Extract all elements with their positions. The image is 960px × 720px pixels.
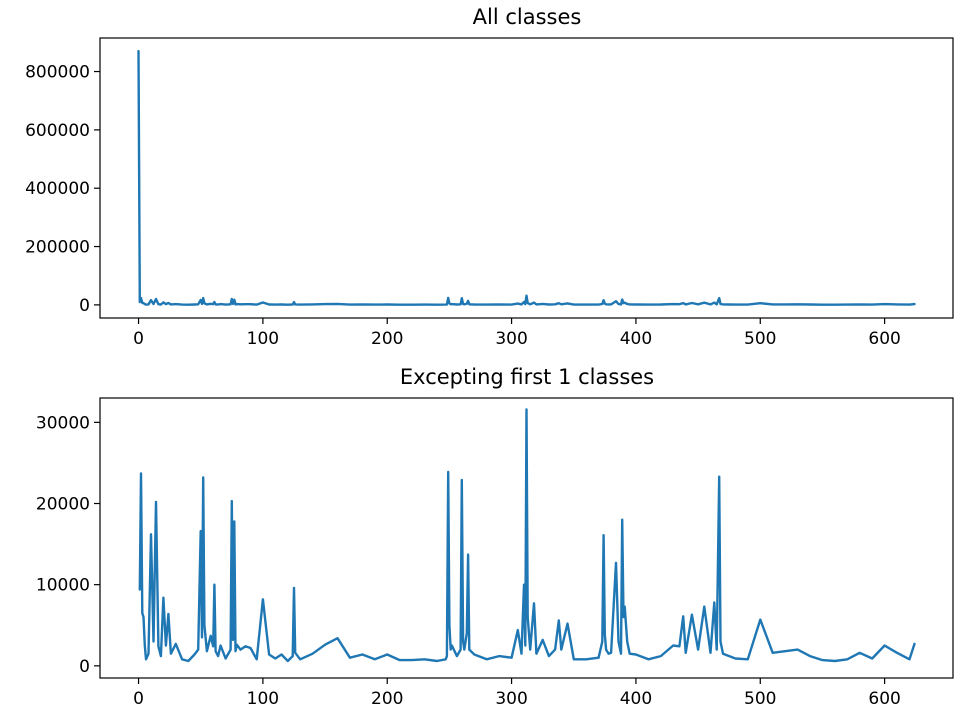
top-subplot: All classes 0 100 200 300 400 500 600 0 200000 40…: [25, 5, 954, 349]
bottom-x-tick-label: 300: [495, 689, 527, 709]
bottom-y-tick-label: 10000: [36, 576, 90, 596]
top-x-tick-label: 100: [247, 329, 279, 349]
bottom-x-tick-label: 500: [744, 689, 776, 709]
bottom-plot-frame: [99, 397, 954, 679]
top-x-tick-label: 600: [868, 329, 900, 349]
top-series-line: [137, 49, 916, 306]
top-y-tick-label: 200000: [25, 238, 90, 258]
top-x-tick-label: 300: [495, 329, 527, 349]
bottom-x-tick-label: 200: [371, 689, 403, 709]
bottom-series-line: [138, 408, 916, 663]
bottom-y-tick-label: 0: [79, 657, 90, 677]
bottom-y-tick-label: 30000: [36, 413, 90, 433]
top-x-tick-label: 0: [133, 329, 144, 349]
top-axis-ticks: 0 100 200 300 400 500 600 0 200000 400000 600000 80…: [25, 63, 901, 349]
top-x-tick-label: 200: [371, 329, 403, 349]
bottom-x-tick-label: 0: [133, 689, 144, 709]
top-x-tick-label: 400: [620, 329, 652, 349]
top-x-tick-label: 500: [744, 329, 776, 349]
bottom-x-tick-label: 400: [620, 689, 652, 709]
bottom-chart-title: Excepting first 1 classes: [400, 365, 654, 389]
top-chart-title: All classes: [473, 5, 582, 29]
top-y-tick-label: 800000: [25, 63, 90, 83]
top-y-tick-label: 0: [79, 296, 90, 316]
top-plot-frame: [99, 37, 954, 319]
bottom-axis-ticks: 0 100 200 300 400 500 600 0 10000 20000 30000: [36, 413, 901, 709]
bottom-subplot: Excepting first 1 classes 0 100 200 300 400 5…: [36, 365, 954, 709]
bottom-y-tick-label: 20000: [36, 495, 90, 515]
top-y-tick-label: 600000: [25, 121, 90, 141]
bottom-x-tick-label: 100: [247, 689, 279, 709]
bottom-x-tick-label: 600: [868, 689, 900, 709]
top-y-tick-label: 400000: [25, 179, 90, 199]
